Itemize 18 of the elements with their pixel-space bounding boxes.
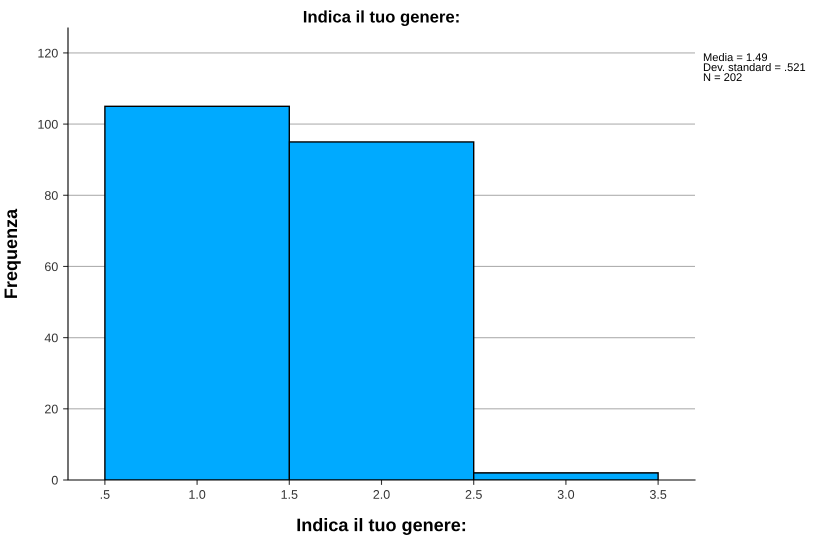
y-tick-label: 100 xyxy=(38,120,58,129)
x-tick-label: .5 xyxy=(100,490,110,499)
chart-title: Indica il tuo genere: xyxy=(304,10,459,26)
y-tick-label: 80 xyxy=(44,191,58,200)
x-tick-label: 3.5 xyxy=(650,490,666,499)
y-tick-label: 120 xyxy=(38,48,58,58)
y-tick-label: 40 xyxy=(44,333,58,342)
x-tick-label: 1.0 xyxy=(189,490,206,499)
x-tick-label: 3.0 xyxy=(558,490,574,499)
x-tick-label: 2.0 xyxy=(373,490,390,499)
y-tick-label: 20 xyxy=(45,404,58,414)
y-tick-label: 60 xyxy=(45,262,58,272)
x-tick-label: 2.5 xyxy=(466,490,482,499)
x-axis-title: Indica il tuo genere: xyxy=(297,518,466,535)
y-axis-title: Frequenza xyxy=(4,208,21,298)
y-tick-label: 0 xyxy=(52,476,58,485)
text: Media = 1.49 Dev. standard = .521 N = 202 xyxy=(704,53,806,82)
x-tick-label: 1.5 xyxy=(282,490,298,499)
